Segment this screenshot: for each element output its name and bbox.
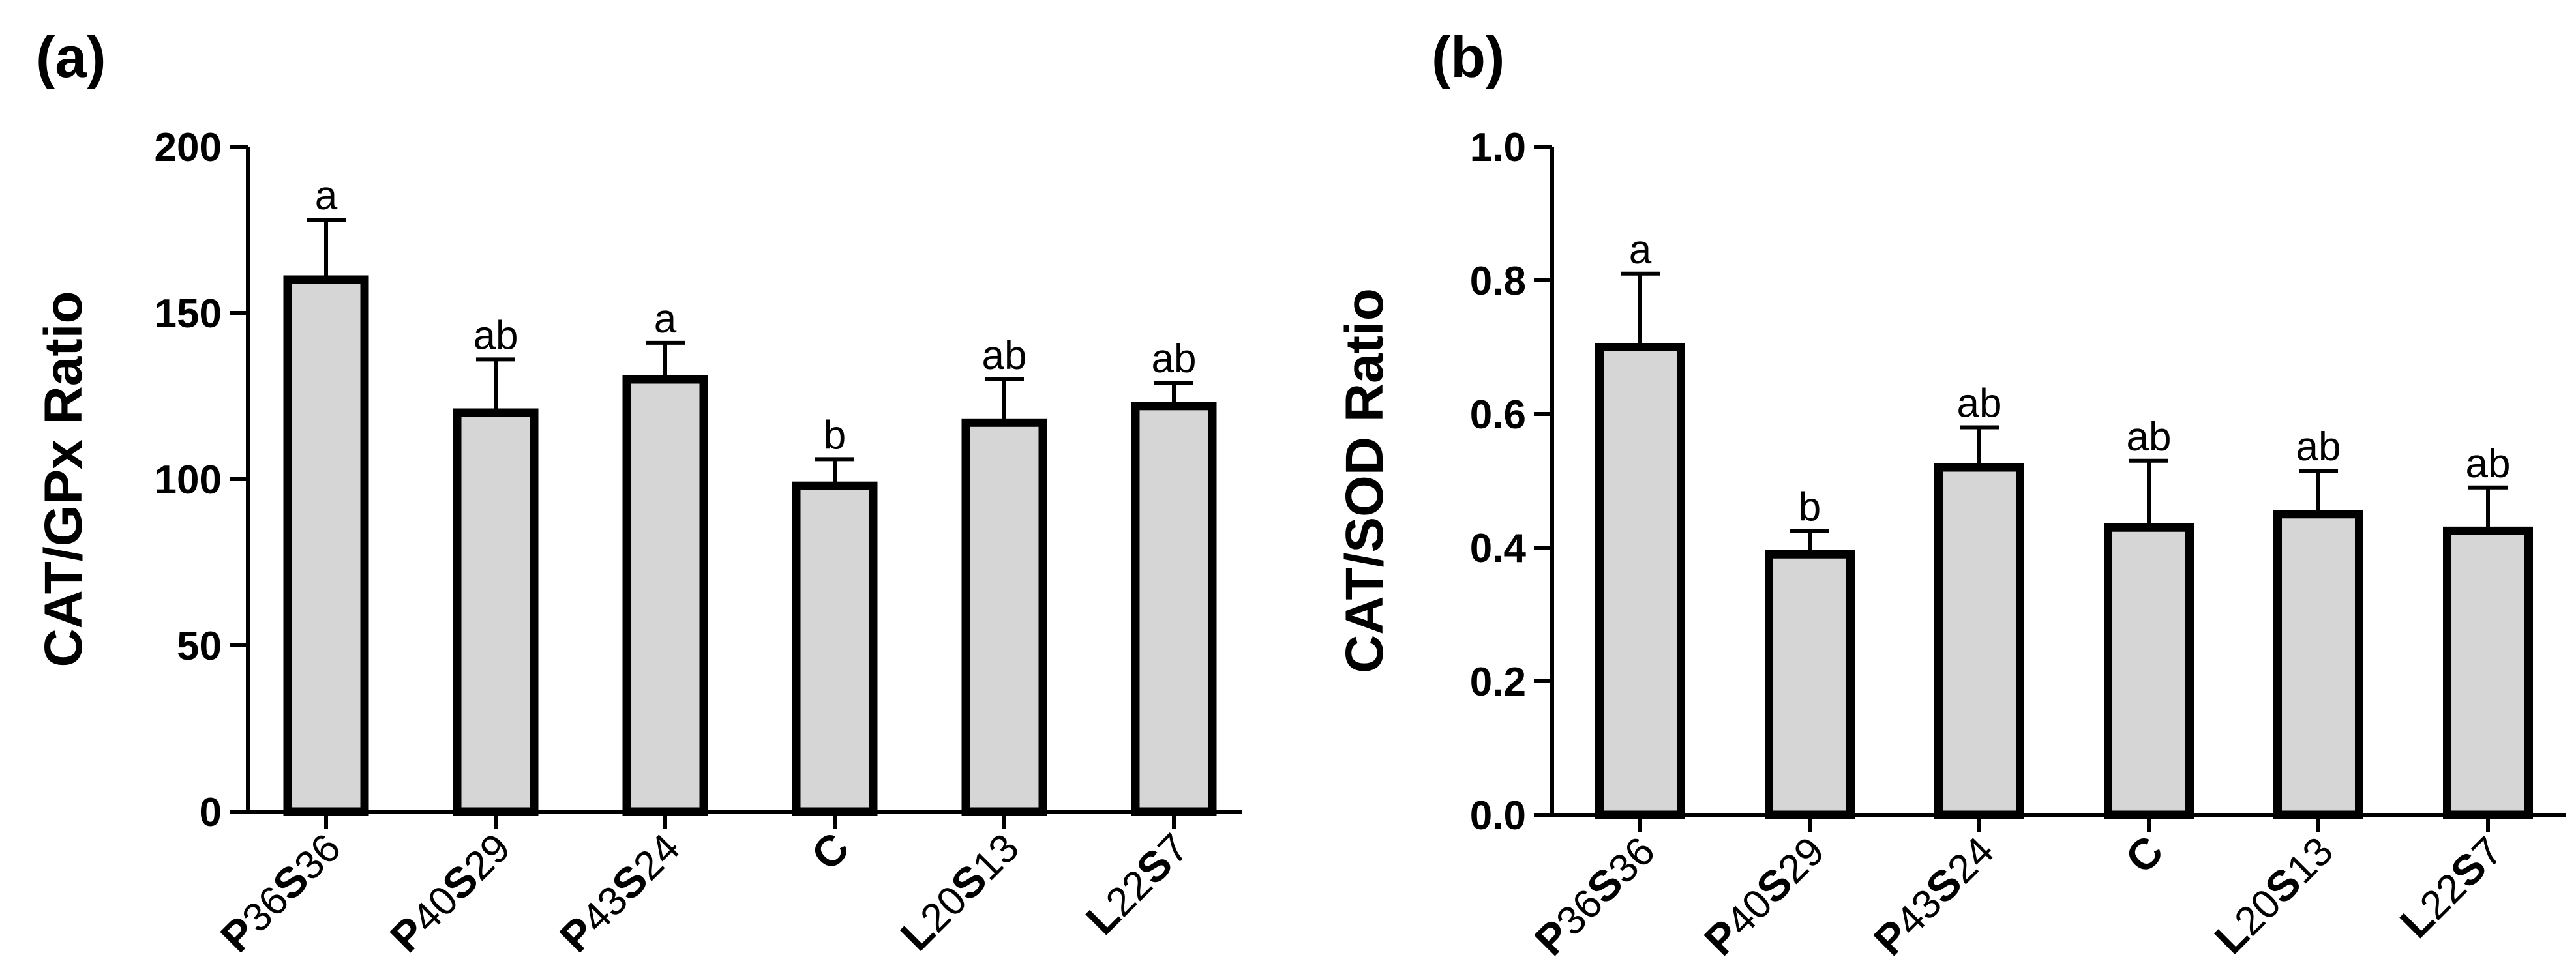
panel-a-bar	[961, 418, 1047, 816]
panel-b-significance-label: ab	[2296, 424, 2341, 469]
panel-b-bar	[1934, 463, 2024, 819]
panel-a-y-axis-title: CAT/GPx Ratio	[34, 291, 93, 667]
panel-b-x-tick-label: P36S36	[1525, 827, 1664, 965]
panel-a-x-tick-label: P36S36	[211, 823, 350, 962]
x-tick-label-part: C	[802, 823, 858, 879]
panel-a: (a)CAT/GPx Ratio050100150200aP36S36abP40…	[34, 25, 1242, 962]
panel-b-y-axis-title: CAT/SOD Ratio	[1335, 288, 1394, 673]
panel-a-y-tick-label: 100	[155, 458, 222, 503]
panel-a-significance-label: ab	[1152, 336, 1197, 381]
panel-a-y-tick-label: 200	[155, 125, 222, 170]
panel-a-significance-label: a	[654, 297, 677, 342]
panel-a-significance-label: ab	[473, 313, 518, 358]
panel-b-bar	[2104, 523, 2194, 819]
panel-b-label: (b)	[1431, 25, 1505, 89]
panel-b-significance-label: b	[1799, 484, 1821, 529]
panel-a-y-tick-label: 150	[155, 291, 222, 336]
panel-a-bar	[1131, 402, 1217, 816]
panel-a-bar	[622, 375, 708, 816]
panel-a-bar	[283, 275, 369, 816]
panel-b: (b) CAT/SOD Ratio 0.0 0.2 0.4 0.6 0.8 1.0 a P36S3…	[1335, 25, 2566, 965]
panel-b-x-tick-label: L20S13	[2205, 827, 2342, 963]
panel-b-x-tick-label: P43S24	[1865, 827, 2003, 965]
panel-a-label: (a)	[36, 25, 106, 89]
panel-b-x-tick-label: C	[2116, 827, 2172, 883]
panel-a-bar	[792, 481, 878, 816]
panel-a-x-tick-label: C	[802, 823, 858, 879]
panel-b-y-tick-label: 1.0	[1470, 125, 1526, 170]
panel-b-y-tick-label: 0.4	[1470, 526, 1527, 571]
panel-a-x-tick-label: P40S29	[381, 823, 519, 962]
panel-b-y-tick-label: 0.2	[1470, 660, 1526, 705]
panel-b-bar	[1595, 343, 1685, 819]
panel-b-significance-label: a	[1629, 228, 1652, 272]
panel-b-x-tick-label: L22S7	[2391, 827, 2511, 947]
panel-a-x-tick-label: P43S24	[550, 823, 689, 962]
x-tick-label-part: C	[2116, 827, 2172, 883]
panel-b-bar	[1765, 550, 1855, 819]
panel-b-y-tick-label: 0.6	[1470, 392, 1526, 437]
panel-b-x-tick-label: P40S29	[1695, 827, 1833, 965]
panel-a-x-tick-label: L20S13	[891, 823, 1028, 960]
panel-a-x-tick-label: L22S7	[1077, 823, 1197, 944]
panel-a-significance-label: b	[824, 413, 846, 458]
panel-b-bar	[2273, 510, 2363, 819]
panel-a-bar	[453, 408, 539, 816]
panel-b-significance-label: ab	[2127, 415, 2172, 460]
panel-a-significance-label: a	[315, 173, 338, 218]
panel-b-y-tick-label: 0.0	[1470, 793, 1526, 838]
panel-a-y-tick-label: 0	[200, 790, 222, 835]
panel-b-y-tick-label: 0.8	[1470, 259, 1526, 304]
panel-a-significance-label: ab	[982, 333, 1027, 378]
panel-b-significance-label: ab	[1957, 381, 2002, 426]
panel-a-y-tick-label: 50	[177, 624, 222, 669]
panel-b-bar	[2443, 526, 2533, 819]
panel-b-significance-label: ab	[2466, 441, 2511, 486]
